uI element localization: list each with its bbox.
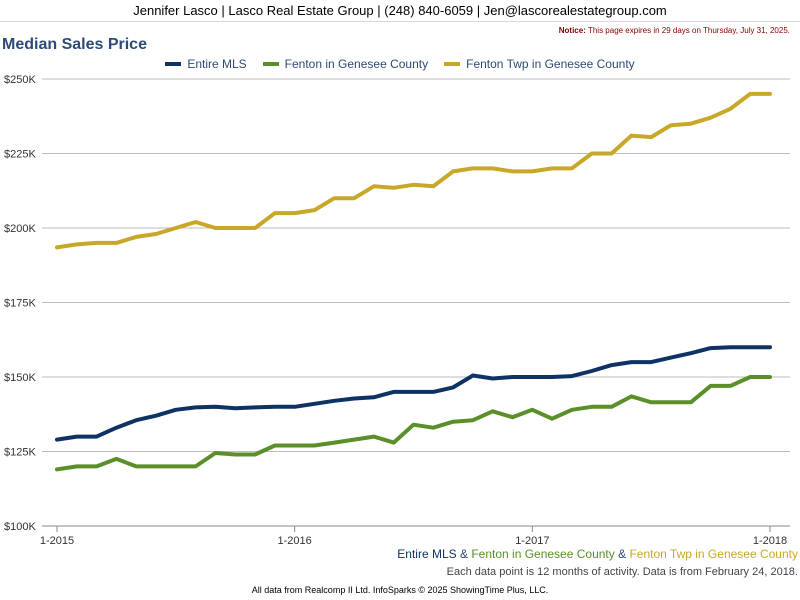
legend-item: Fenton in Genesee County <box>262 57 429 71</box>
legend-item: Entire MLS <box>165 57 247 71</box>
y-tick-label: $150K <box>4 372 36 384</box>
legend-label: Fenton in Genesee County <box>284 57 429 71</box>
caption-part: Fenton in Genesee County <box>471 547 615 561</box>
y-tick-label: $175K <box>4 298 36 310</box>
x-tick-label: 1-2015 <box>40 535 74 547</box>
x-tick-label: 1-2016 <box>278 535 312 547</box>
caption-part: & <box>614 547 630 561</box>
x-tick-label: 1-2017 <box>515 535 549 547</box>
legend-swatch <box>165 61 182 66</box>
series-line <box>55 375 772 472</box>
legend-label: Entire MLS <box>187 57 247 71</box>
y-tick-label: $250K <box>4 74 36 86</box>
x-tick-label: 1-2018 <box>753 535 787 547</box>
series-line <box>55 91 772 250</box>
expiry-notice: Notice: This page expires in 29 days on … <box>559 26 790 35</box>
data-note: Each data point is 12 months of activity… <box>446 566 798 578</box>
caption-part: Fenton Twp in Genesee County <box>629 547 798 561</box>
contact-header: Jennifer Lasco | Lasco Real Estate Group… <box>0 0 800 22</box>
notice-label: Notice: <box>558 26 586 35</box>
legend-swatch <box>444 61 461 66</box>
caption-part: Entire MLS <box>397 547 457 561</box>
y-tick-label: $200K <box>4 223 36 235</box>
caption-part: & <box>456 547 472 561</box>
chart-title: Median Sales Price <box>2 36 147 53</box>
legend-label: Fenton Twp in Genesee County <box>466 57 635 71</box>
series-caption: Entire MLS & Fenton in Genesee County & … <box>397 547 798 561</box>
chart-legend: Entire MLS Fenton in Genesee County Fenton… <box>0 57 800 71</box>
y-tick-label: $100K <box>4 521 36 533</box>
y-tick-label: $125K <box>4 447 36 459</box>
contact-text: Jennifer Lasco | Lasco Real Estate Group… <box>133 3 667 18</box>
notice-text: This page expires in 29 days on Thursday… <box>585 26 790 35</box>
y-tick-label: $225K <box>4 149 36 161</box>
data-source: All data from Realcomp II Ltd. InfoSpark… <box>251 585 549 595</box>
legend-swatch <box>262 61 279 66</box>
legend-item: Fenton Twp in Genesee County <box>444 57 635 71</box>
series-line <box>55 345 772 442</box>
